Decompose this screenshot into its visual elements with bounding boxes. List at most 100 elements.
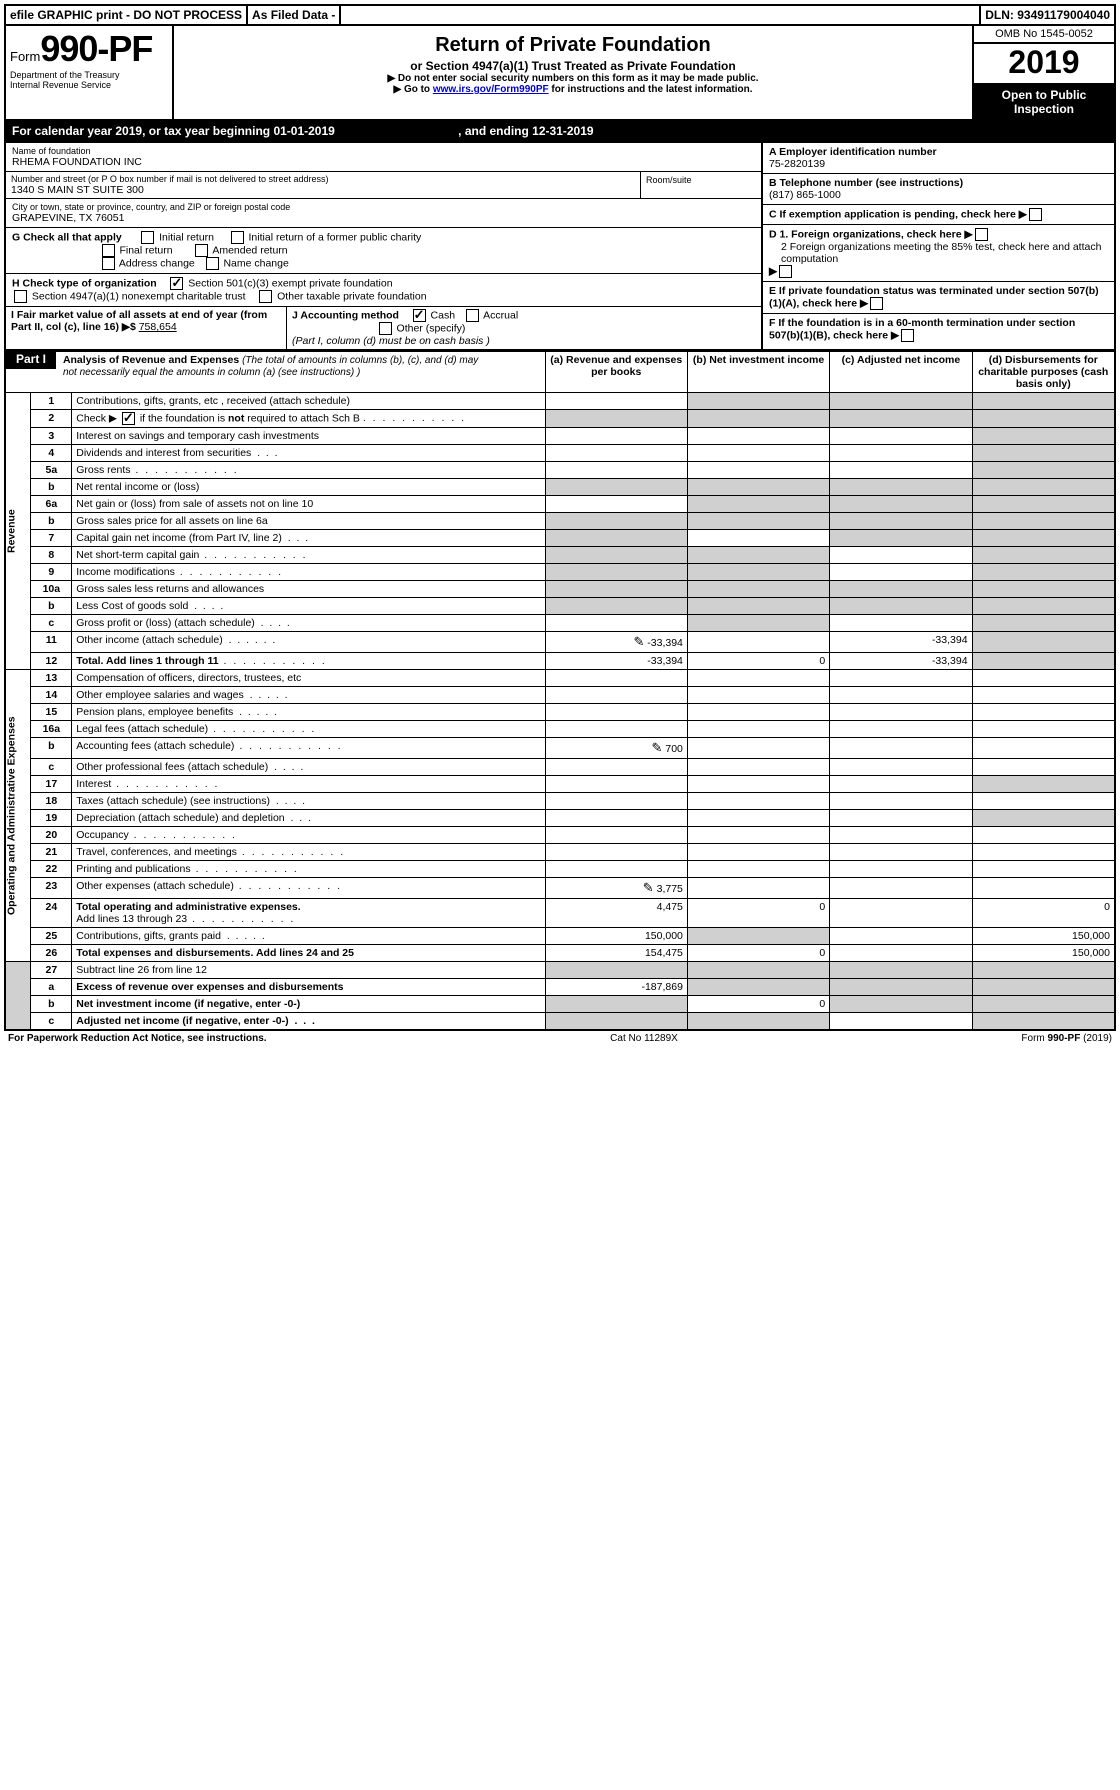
checkbox-e[interactable] [870,297,883,310]
cell [687,721,829,738]
cell-shaded [687,547,829,564]
cell [830,1013,972,1031]
line-num: 25 [31,928,72,945]
section-h: H Check type of organization Section 501… [6,274,761,307]
h-4947: Section 4947(a)(1) nonexempt charitable … [32,290,246,302]
h-label: H Check type of organization [12,277,157,289]
line-num: 9 [31,564,72,581]
r2-pre: Check ▶ [76,412,117,424]
cell-shaded [830,513,972,530]
form-prefix: Form [10,49,40,64]
txt: Accounting fees (attach schedule) [76,740,234,752]
dots [219,655,327,667]
checkbox-addr-change[interactable] [102,257,115,270]
line-num: 16a [31,721,72,738]
box-b: B Telephone number (see instructions) (8… [763,174,1114,205]
dln-label: DLN: [985,8,1014,22]
open-to-public: Open to Public Inspection [974,85,1114,119]
line-num: 19 [31,810,72,827]
foundation-name-cell: Name of foundation RHEMA FOUNDATION INC [6,143,761,172]
cell-shaded [687,581,829,598]
cell-shaded [830,962,972,979]
b-label: B Telephone number (see instructions) [769,177,1108,189]
checkbox-d2[interactable] [779,265,792,278]
cell-shaded [972,962,1115,979]
line-num: 10a [31,581,72,598]
box-d: D 1. Foreign organizations, check here ▶… [763,225,1114,282]
checkbox-amended[interactable] [195,244,208,257]
d1-label: D 1. Foreign organizations, check here [769,228,962,240]
cell-shaded [545,962,687,979]
table-row: 9Income modifications [5,564,1115,581]
table-row: 17Interest [5,776,1115,793]
cell-shaded [687,564,829,581]
pencil-icon[interactable]: ✎ [633,634,644,649]
box-f: F If the foundation is in a 60-month ter… [763,314,1114,345]
part1-header: Part I Analysis of Revenue and Expenses … [5,352,545,393]
line-desc: Adjusted net income (if negative, enter … [72,1013,545,1031]
line-desc: Taxes (attach schedule) (see instruction… [72,793,545,810]
val: 3,775 [657,883,683,895]
arrow-icon: ▶ [964,228,972,240]
cell [545,393,687,410]
checkbox-f[interactable] [901,329,914,342]
room-label: Room/suite [646,175,692,185]
cell-shaded [972,513,1115,530]
cell [972,844,1115,861]
line-desc: Gross profit or (loss) (attach schedule)… [72,615,545,632]
dots [363,412,466,424]
checkbox-initial[interactable] [141,231,154,244]
cell: 0 [687,996,829,1013]
checkbox-name-change[interactable] [206,257,219,270]
cell [545,462,687,479]
checkbox-4947[interactable] [14,290,27,303]
cell [687,632,829,653]
cell: 150,000 [972,928,1115,945]
pencil-icon[interactable]: ✎ [643,880,654,895]
cell-shaded [972,445,1115,462]
cell-shaded [545,547,687,564]
cell [687,827,829,844]
calyear-ending: , and ending 12-31-2019 [458,124,593,138]
line-desc: Printing and publications [72,861,545,878]
cell-shaded [830,496,972,513]
irs-link[interactable]: www.irs.gov/Form990PF [433,84,549,95]
cell: ✎ -33,394 [545,632,687,653]
checkbox-501c3[interactable] [170,277,183,290]
cell: 4,475 [545,899,687,928]
f-label: F If the foundation is in a 60-month ter… [769,317,1075,341]
pencil-icon[interactable]: ✎ [652,740,663,755]
checkbox-other-taxable[interactable] [259,290,272,303]
table-row: Revenue 1 Contributions, gifts, grants, … [5,393,1115,410]
txt: Dividends and interest from securities [76,447,251,459]
table-row: 18Taxes (attach schedule) (see instructi… [5,793,1115,810]
checkbox-sch-b[interactable] [122,412,135,425]
revenue-section-label: Revenue [5,393,31,670]
txt: Total. Add lines 1 through 11 [76,655,218,667]
table-row: 22Printing and publications [5,861,1115,878]
checkbox-other-method[interactable] [379,322,392,335]
line-desc: Check ▶ if the foundation is not require… [72,410,545,428]
table-row: 2 Check ▶ if the foundation is not requi… [5,410,1115,428]
cell [972,738,1115,759]
txt: Interest [76,778,111,790]
efile-notice: efile GRAPHIC print - DO NOT PROCESS [6,6,248,24]
checkbox-cash[interactable] [413,309,426,322]
checkbox-initial-former[interactable] [231,231,244,244]
g-initial-former: Initial return of a former public charit… [249,231,422,243]
cell-shaded [687,393,829,410]
line-num: b [31,479,72,496]
checkbox-accrual[interactable] [466,309,479,322]
cell [830,928,972,945]
cell-shaded [545,513,687,530]
line-num: 2 [31,410,72,428]
cell [830,564,972,581]
cell [830,721,972,738]
checkbox-c[interactable] [1029,208,1042,221]
cell-shaded [830,979,972,996]
cell [545,670,687,687]
checkbox-d1[interactable] [975,228,988,241]
checkbox-final[interactable] [102,244,115,257]
arrow-icon: ▶ [1019,208,1027,220]
val: -33,394 [647,637,683,649]
